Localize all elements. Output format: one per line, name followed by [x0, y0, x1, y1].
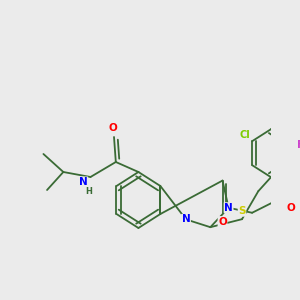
Text: N: N [182, 214, 190, 224]
Text: F: F [297, 140, 300, 150]
Text: N: N [224, 203, 233, 213]
Text: Cl: Cl [239, 130, 250, 140]
Text: O: O [287, 203, 296, 213]
Text: H: H [85, 188, 92, 196]
Text: O: O [109, 123, 118, 133]
Text: S: S [238, 206, 246, 216]
Text: O: O [218, 217, 227, 226]
Text: N: N [79, 177, 88, 187]
